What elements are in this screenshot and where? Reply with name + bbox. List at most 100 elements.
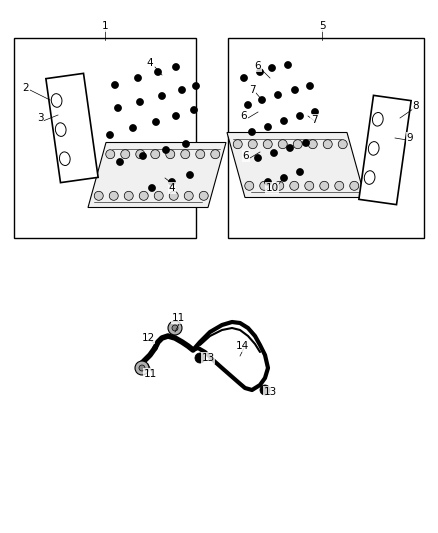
Circle shape	[233, 140, 242, 149]
Circle shape	[112, 82, 119, 88]
Circle shape	[297, 168, 304, 175]
Circle shape	[320, 181, 329, 190]
Polygon shape	[359, 95, 411, 205]
Circle shape	[297, 112, 304, 119]
Circle shape	[271, 149, 278, 157]
Circle shape	[211, 150, 220, 159]
Circle shape	[155, 69, 162, 76]
Circle shape	[265, 124, 272, 131]
Circle shape	[114, 104, 121, 111]
Circle shape	[268, 64, 276, 71]
Circle shape	[148, 184, 155, 191]
Text: 3: 3	[37, 113, 43, 123]
Text: 7: 7	[311, 115, 317, 125]
Circle shape	[192, 83, 199, 90]
Bar	[228, 38, 424, 238]
Circle shape	[303, 140, 310, 147]
Circle shape	[196, 150, 205, 159]
Text: 4: 4	[147, 58, 153, 68]
Circle shape	[168, 321, 182, 335]
Bar	[14, 38, 196, 238]
Circle shape	[139, 191, 148, 200]
Circle shape	[248, 128, 255, 135]
Circle shape	[254, 155, 261, 161]
Circle shape	[117, 158, 124, 166]
Circle shape	[172, 325, 178, 331]
Ellipse shape	[368, 142, 379, 155]
Ellipse shape	[372, 112, 383, 126]
Text: 14: 14	[235, 341, 249, 351]
Circle shape	[137, 99, 144, 106]
Text: 10: 10	[265, 183, 279, 193]
Ellipse shape	[55, 123, 66, 136]
Text: 13: 13	[201, 353, 215, 363]
Circle shape	[257, 69, 264, 76]
Circle shape	[244, 101, 251, 109]
Circle shape	[136, 150, 145, 159]
Ellipse shape	[51, 94, 62, 107]
Text: 12: 12	[141, 333, 155, 343]
Text: 13: 13	[263, 387, 277, 397]
Circle shape	[263, 140, 272, 149]
Polygon shape	[46, 74, 98, 183]
Text: 7: 7	[249, 85, 255, 95]
Circle shape	[109, 191, 118, 200]
Ellipse shape	[60, 152, 70, 166]
Circle shape	[181, 150, 190, 159]
Polygon shape	[88, 142, 226, 207]
Circle shape	[280, 117, 287, 125]
Circle shape	[265, 179, 272, 185]
Circle shape	[311, 109, 318, 116]
Circle shape	[94, 191, 103, 200]
Circle shape	[350, 181, 359, 190]
Circle shape	[134, 75, 141, 82]
Circle shape	[305, 181, 314, 190]
Circle shape	[286, 144, 293, 151]
Circle shape	[179, 86, 186, 93]
Circle shape	[130, 125, 137, 132]
Text: 6: 6	[243, 151, 249, 161]
Circle shape	[292, 86, 299, 93]
Circle shape	[173, 112, 180, 119]
Circle shape	[151, 150, 160, 159]
Circle shape	[258, 96, 265, 103]
Circle shape	[152, 118, 159, 125]
Circle shape	[245, 181, 254, 190]
Circle shape	[260, 181, 269, 190]
Circle shape	[338, 140, 347, 149]
Circle shape	[121, 150, 130, 159]
Circle shape	[240, 75, 247, 82]
Circle shape	[199, 191, 208, 200]
Circle shape	[285, 61, 292, 69]
Circle shape	[139, 152, 146, 159]
Text: 11: 11	[171, 313, 185, 323]
Circle shape	[248, 140, 257, 149]
Circle shape	[275, 92, 282, 99]
Circle shape	[275, 181, 284, 190]
Circle shape	[335, 181, 344, 190]
Circle shape	[195, 353, 205, 363]
Circle shape	[187, 172, 194, 179]
Circle shape	[191, 107, 198, 114]
Text: 4: 4	[169, 183, 175, 193]
Circle shape	[106, 150, 115, 159]
Text: 6: 6	[241, 111, 247, 121]
Circle shape	[184, 191, 193, 200]
Circle shape	[290, 181, 299, 190]
Text: 11: 11	[143, 369, 157, 379]
Circle shape	[159, 93, 166, 100]
Text: 6: 6	[254, 61, 261, 71]
Ellipse shape	[364, 171, 375, 184]
Circle shape	[307, 83, 314, 90]
Text: 1: 1	[102, 21, 108, 31]
Circle shape	[166, 150, 175, 159]
Circle shape	[280, 174, 287, 182]
Circle shape	[135, 361, 149, 375]
Circle shape	[278, 140, 287, 149]
Text: 9: 9	[407, 133, 413, 143]
Circle shape	[293, 140, 302, 149]
Text: 8: 8	[413, 101, 419, 111]
Circle shape	[162, 147, 170, 154]
Circle shape	[139, 365, 145, 371]
Circle shape	[183, 141, 190, 148]
